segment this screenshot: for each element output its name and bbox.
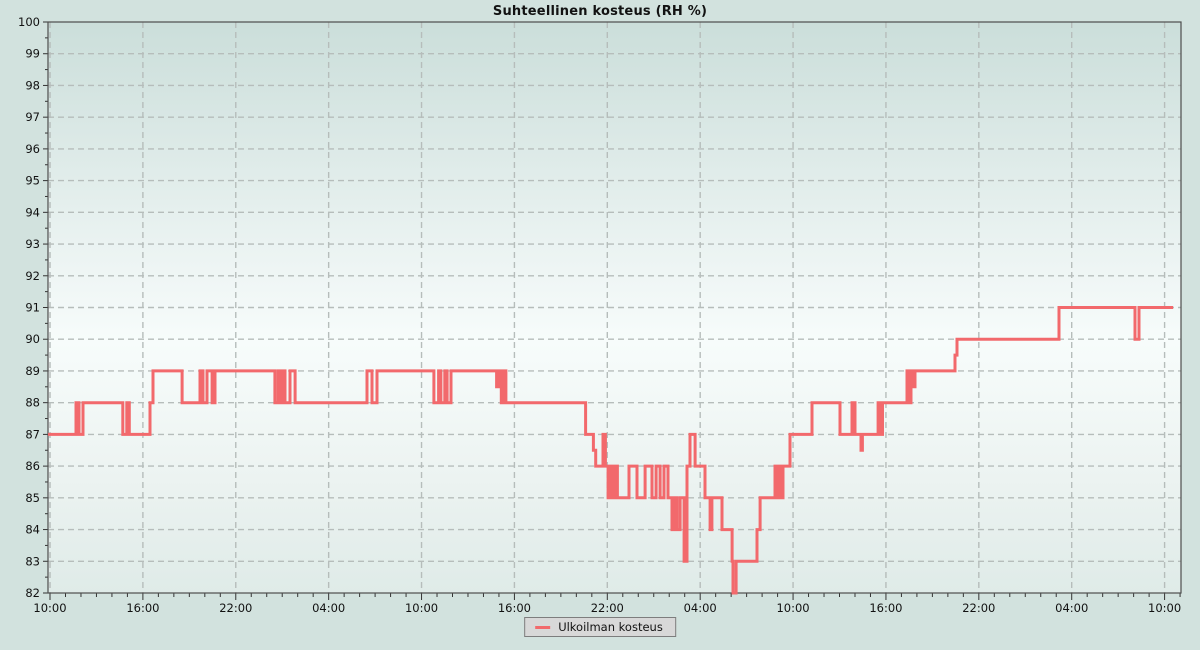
plot-border [47, 21, 1182, 594]
y-axis-label: 94 [25, 205, 40, 219]
y-axis-label: 99 [25, 47, 40, 61]
humidity-line [48, 306, 1174, 595]
legend-label: Ulkoilman kosteus [558, 620, 663, 634]
y-axis-label: 100 [18, 15, 40, 29]
y-axis-label: 84 [25, 523, 40, 537]
x-axis-label: 10:00 [33, 601, 66, 615]
y-axis-label: 86 [25, 459, 40, 473]
x-axis-label: 16:00 [498, 601, 531, 615]
y-axis-label: 95 [25, 174, 40, 188]
x-axis-label: 04:00 [1055, 601, 1088, 615]
y-axis-label: 92 [25, 269, 40, 283]
x-axis-label: 04:00 [684, 601, 717, 615]
y-axis-label: 96 [25, 142, 40, 156]
legend: Ulkoilman kosteus [524, 617, 676, 637]
y-axis-label: 88 [25, 396, 40, 410]
x-axis-label: 16:00 [126, 601, 159, 615]
y-axis-label: 87 [25, 427, 40, 441]
x-axis-label: 10:00 [1148, 601, 1181, 615]
x-axis-label: 22:00 [219, 601, 252, 615]
chart-title: Suhteellinen kosteus (RH %) [492, 4, 708, 19]
legend-line-swatch [535, 625, 551, 629]
y-axis-label: 90 [25, 332, 40, 346]
y-axis-label: 97 [25, 110, 40, 124]
y-axis-label: 82 [25, 586, 40, 600]
x-axis-label: 22:00 [591, 601, 624, 615]
y-axis-label: 91 [25, 301, 40, 315]
y-axis-label: 83 [25, 554, 40, 568]
y-axis-label: 89 [25, 364, 40, 378]
x-axis-label: 04:00 [312, 601, 345, 615]
x-axis-label: 22:00 [962, 601, 995, 615]
y-axis-label: 98 [25, 78, 40, 92]
x-axis-label: 10:00 [405, 601, 438, 615]
y-axis-label: 85 [25, 491, 40, 505]
x-axis-label: 10:00 [776, 601, 809, 615]
x-axis-label: 16:00 [869, 601, 902, 615]
y-axis-label: 93 [25, 237, 40, 251]
